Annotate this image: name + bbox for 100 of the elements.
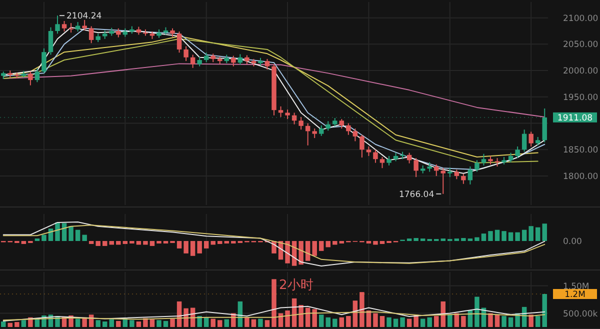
bar [258,318,263,327]
ref-line-label: 1911.08 [557,113,593,124]
bar [62,223,67,241]
bar [461,316,466,327]
bar [122,241,128,244]
y-tick-label: 2100.00 [563,14,598,24]
y-tick-label: 500.00k [563,309,598,320]
bar [373,313,378,327]
bar [312,241,317,256]
ref-line-label: 1.2M [564,290,586,300]
bar [318,241,324,251]
bar [75,318,80,327]
bar [332,241,338,245]
bar [176,241,182,248]
bar [346,316,351,327]
bar [326,241,330,248]
bar [380,316,385,327]
bar [448,314,452,327]
bar [508,232,514,241]
bar [55,222,60,241]
bar [197,241,202,254]
bar [109,319,114,327]
bar [170,318,175,327]
text: 2小时 [279,278,314,293]
bar [156,320,162,327]
bar [406,318,412,327]
bar [515,232,520,241]
bar [116,241,121,245]
bar [102,322,108,327]
y-tick-label: 1950.00 [563,92,598,103]
y-tick-label: 2000.00 [563,66,598,77]
bar [298,241,304,265]
bar [88,241,94,244]
bar [488,313,493,327]
bar [298,305,304,327]
bar [190,241,196,256]
bar [508,317,514,327]
bar [360,292,364,327]
bar [204,241,209,248]
bar [502,231,506,241]
bar [21,320,26,327]
bar [82,234,87,241]
bar [136,322,142,327]
bar [150,241,155,246]
bar [210,241,216,245]
bar [535,227,540,241]
bar [14,322,20,327]
bar [150,319,155,327]
bar [130,320,134,327]
bar [522,230,527,241]
bar [21,241,26,244]
bar [542,294,547,327]
bar [461,238,466,241]
bar [82,317,87,327]
bar [474,237,480,241]
bar [272,279,276,327]
bar [386,317,392,327]
bar [116,320,121,327]
bar [474,296,480,327]
bar [224,319,230,327]
y-tick-label: 2050.00 [563,40,598,50]
bar [264,320,270,327]
bar [305,241,310,261]
bar [326,317,330,327]
annotation: 1766.04 [398,190,434,200]
bar [535,316,540,327]
bar [380,241,385,244]
bar [481,234,486,241]
bar [8,322,13,327]
bar [68,226,74,241]
bar [251,319,256,327]
bar [488,231,493,241]
bar [542,224,547,241]
bar [312,309,317,327]
bar [285,310,290,327]
y-tick-label: 1800.00 [563,172,598,182]
annotation: 2104.24 [66,12,102,22]
bar [528,226,534,241]
bar [318,314,324,327]
bar [1,322,6,327]
bar [102,241,108,246]
bar [420,318,426,327]
bar [427,317,432,327]
bar [184,241,188,254]
bar [96,241,100,246]
bar [244,317,250,327]
y-tick-label: 1850.00 [563,146,598,156]
bar [163,320,168,327]
bar [210,318,216,327]
bar [393,318,398,327]
bar [494,230,500,241]
bar [332,318,338,327]
bar [197,316,202,327]
bar [75,230,80,241]
bar [42,234,46,241]
bar [400,317,405,327]
bar [414,238,418,241]
y-tick-label: 1.50M [563,282,590,292]
bar [373,241,378,245]
bar [218,320,222,327]
